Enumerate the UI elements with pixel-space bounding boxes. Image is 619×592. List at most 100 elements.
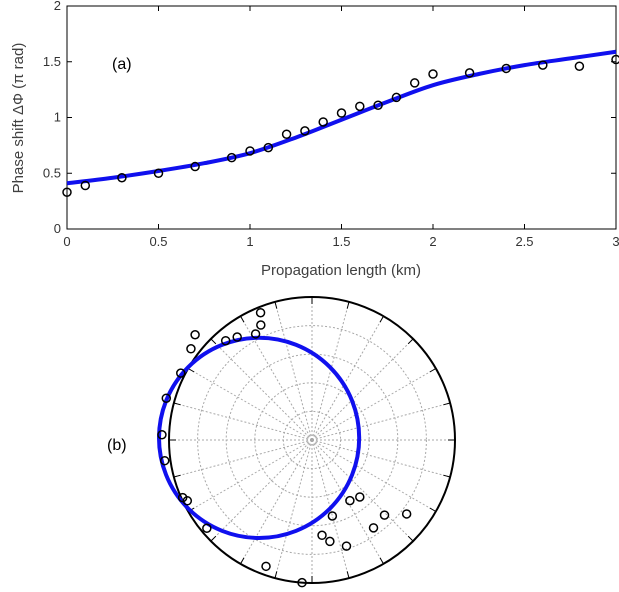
data-point bbox=[464, 68, 475, 78]
data-point bbox=[318, 117, 328, 127]
polar-tick bbox=[173, 402, 181, 406]
polar-data-point bbox=[341, 541, 352, 551]
y-tick-label: 2 bbox=[54, 0, 61, 13]
polar-tick bbox=[274, 571, 278, 579]
x-tick-label: 1.5 bbox=[332, 234, 350, 249]
data-point bbox=[391, 92, 402, 103]
polar-tick bbox=[346, 571, 350, 579]
polar-tick bbox=[429, 368, 437, 373]
polar-data-point bbox=[161, 393, 172, 403]
data-point bbox=[336, 108, 347, 118]
data-point bbox=[501, 63, 511, 74]
data-point bbox=[62, 187, 72, 197]
y-tick-label: 1 bbox=[54, 110, 61, 125]
polar-tick bbox=[210, 535, 217, 542]
polar-data-point bbox=[355, 492, 365, 502]
polar-ring bbox=[197, 325, 427, 555]
polar-spoke bbox=[311, 439, 414, 542]
polar-tick bbox=[443, 474, 451, 478]
polar-spoke bbox=[311, 301, 350, 441]
polar-data-point bbox=[325, 536, 335, 547]
polar-data-point bbox=[202, 523, 212, 533]
polar-spoke bbox=[311, 338, 414, 441]
x-tick-label: 0.5 bbox=[149, 234, 167, 249]
polar-spoke bbox=[274, 439, 313, 579]
fit-line bbox=[66, 49, 617, 186]
polar-tick bbox=[443, 402, 451, 406]
polar-data-point bbox=[297, 577, 307, 588]
x-axis-label: Propagation length (km) bbox=[261, 262, 421, 279]
panel-label-a: (a) bbox=[112, 56, 132, 73]
polar-tick bbox=[187, 368, 195, 373]
polar-spoke bbox=[210, 439, 313, 542]
polar-data-point bbox=[250, 329, 261, 339]
polar-tick bbox=[210, 338, 217, 345]
polar-tick bbox=[274, 301, 278, 309]
polar-data-point bbox=[379, 510, 390, 520]
y-axis-label: Phase shift ΔΦ (π rad) bbox=[10, 43, 27, 194]
data-point bbox=[574, 61, 585, 71]
data-point bbox=[153, 168, 164, 178]
polar-spoke bbox=[311, 439, 437, 512]
polar-spoke bbox=[311, 402, 451, 441]
polar-spoke bbox=[311, 439, 451, 478]
data-point bbox=[300, 126, 310, 136]
polar-tick bbox=[173, 474, 181, 478]
polar-spoke bbox=[274, 301, 313, 441]
fit-curve bbox=[156, 335, 362, 540]
x-tick-label: 2.5 bbox=[515, 234, 533, 249]
polar-data-point bbox=[345, 495, 355, 506]
x-tick-label: 2 bbox=[429, 234, 436, 249]
polar-data-point bbox=[190, 329, 200, 340]
data-point bbox=[409, 78, 420, 88]
polar-data-point bbox=[255, 307, 266, 318]
x-tick-label: 0 bbox=[63, 234, 70, 249]
polar-outer-ring bbox=[168, 296, 456, 584]
polar-data-point bbox=[401, 509, 412, 519]
y-tick-label: 1.5 bbox=[43, 54, 61, 69]
y-tick-label: 0 bbox=[54, 221, 61, 236]
data-point bbox=[245, 146, 255, 156]
polar-tick bbox=[379, 557, 384, 565]
polar-data-point bbox=[327, 511, 338, 521]
polar-tick bbox=[429, 507, 437, 512]
polar-data-point bbox=[157, 430, 167, 440]
polar-data-point bbox=[317, 530, 327, 541]
data-point bbox=[373, 100, 383, 110]
polar-tick bbox=[240, 557, 245, 565]
polar-data-point bbox=[261, 561, 271, 572]
data-point bbox=[538, 60, 548, 70]
polar-spoke bbox=[187, 368, 313, 441]
polar-data-point bbox=[368, 523, 379, 533]
polar-tick bbox=[407, 535, 414, 542]
data-point bbox=[117, 172, 127, 183]
phase-shift-chart: 0 0.5 1 1.5 2 2.5 3 0 0.5 1 1.5 2 (a) Propagation l… bbox=[10, 0, 619, 279]
polar-data-point bbox=[232, 332, 242, 342]
polar-tick bbox=[407, 338, 414, 345]
data-point bbox=[428, 69, 438, 79]
y-tick-label: 0.5 bbox=[43, 165, 61, 180]
polar-chart: (b) bbox=[107, 296, 456, 588]
polar-spoke bbox=[173, 439, 313, 478]
polar-tick bbox=[379, 315, 384, 323]
polar-spoke bbox=[311, 368, 437, 441]
panel-label-b: (b) bbox=[107, 437, 127, 454]
polar-data-point bbox=[182, 496, 193, 506]
polar-spoke bbox=[240, 439, 313, 565]
polar-spoke bbox=[173, 402, 313, 441]
x-tick-label: 3 bbox=[612, 234, 619, 249]
data-point bbox=[263, 142, 274, 153]
polar-spoke bbox=[311, 315, 384, 441]
data-point bbox=[355, 101, 365, 112]
polar-data-point bbox=[256, 320, 266, 330]
data-point bbox=[611, 54, 619, 65]
polar-data-point bbox=[186, 344, 196, 354]
polar-tick bbox=[346, 301, 350, 309]
polar-spoke bbox=[210, 338, 313, 441]
polar-data-point bbox=[176, 368, 186, 378]
polar-data-point bbox=[220, 335, 231, 346]
data-point bbox=[80, 180, 91, 191]
polar-spoke bbox=[311, 439, 384, 565]
polar-data-point bbox=[159, 455, 170, 466]
